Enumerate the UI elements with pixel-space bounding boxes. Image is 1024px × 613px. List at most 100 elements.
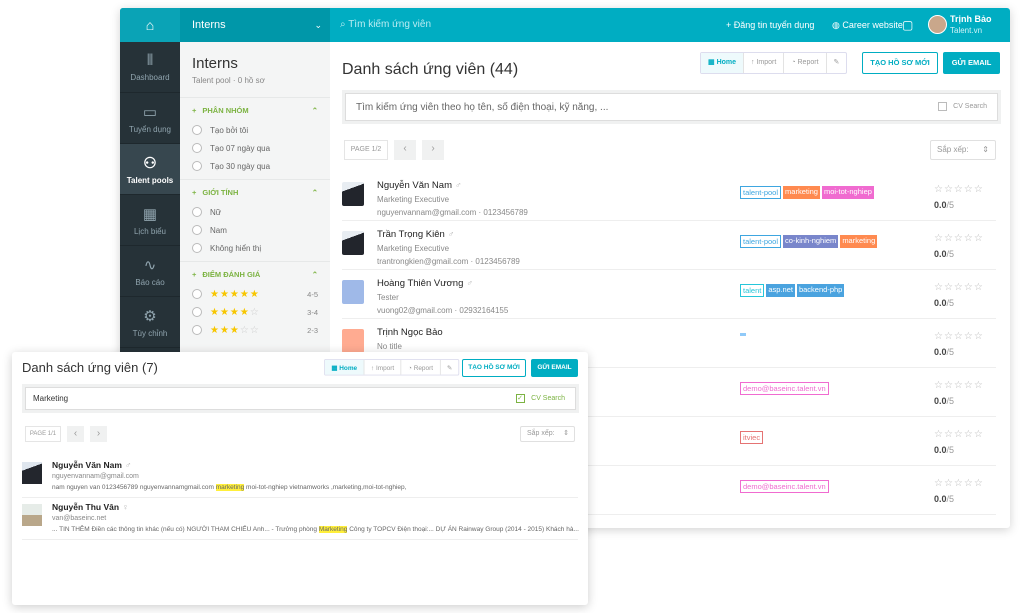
user-menu[interactable]: Trịnh Bảo Talent.vn xyxy=(950,14,992,35)
cv-search-checkbox[interactable]: ✓ CV Search xyxy=(516,394,565,403)
tag[interactable]: co-kinh-nghiem xyxy=(783,235,839,248)
radio[interactable] xyxy=(192,161,202,171)
filter-option[interactable]: Tạo 30 ngày qua xyxy=(192,157,318,175)
table-row[interactable]: demo@baseinc.talent.vn ☆☆☆☆☆ 0.0/5 xyxy=(342,466,996,515)
star-rating-icon[interactable]: ☆☆☆☆☆ xyxy=(934,478,984,489)
table-row[interactable]: headhunt☆☆☆☆☆ xyxy=(342,515,996,528)
candidate-name[interactable]: Nguyễn Thu Vân ♀ xyxy=(52,502,129,512)
tag[interactable] xyxy=(740,333,746,336)
tag[interactable]: demo@baseinc.talent.vn xyxy=(740,382,829,395)
import-button[interactable]: ↑ Import xyxy=(744,53,785,73)
post-job-link[interactable]: + Đăng tin tuyển dụng xyxy=(726,8,814,42)
tag[interactable]: talent xyxy=(740,284,765,297)
radio[interactable] xyxy=(192,325,202,335)
report-button[interactable]: ◔ Report xyxy=(402,359,441,375)
candidate-name[interactable]: Nguyễn Văn Nam ♂ xyxy=(52,460,132,470)
sidebar-item-dashboard[interactable]: ⫴ Dashboard xyxy=(120,42,180,93)
sidebar-item-talent-pools[interactable]: ⚇ Talent pools xyxy=(120,144,180,195)
sidebar-item-tuyển-dụng[interactable]: ▭ Tuyển dụng xyxy=(120,93,180,144)
table-row[interactable]: itviec ☆☆☆☆☆ 0.0/5 xyxy=(342,417,996,466)
notification-icon[interactable]: ▢ xyxy=(902,18,914,32)
candidate-search-input[interactable]: Tìm kiếm ứng viên theo họ tên, số điện t… xyxy=(345,93,998,121)
filter-section-title: GIỚI TÍNH xyxy=(202,188,239,197)
star-rating-icon[interactable]: ☆☆☆☆☆ xyxy=(934,380,984,391)
radio[interactable] xyxy=(192,243,202,253)
chevron-up-icon[interactable]: ⌃ xyxy=(311,188,318,197)
filter-section-header[interactable]: + ĐIỂM ĐÁNH GIÁ ⌃ xyxy=(192,270,318,279)
sort-select[interactable]: Sắp xếp: ⇕ xyxy=(930,140,996,160)
next-page-button[interactable]: › xyxy=(90,426,107,442)
tag[interactable]: marketing xyxy=(783,186,820,199)
candidate-name[interactable]: Trịnh Ngọc Bảo xyxy=(377,327,443,338)
radio[interactable] xyxy=(192,225,202,235)
home-view-button[interactable]: ▦ Home xyxy=(701,53,745,73)
home-button[interactable]: ⌂ xyxy=(120,8,180,42)
tag[interactable]: itviec xyxy=(740,431,764,444)
radio[interactable] xyxy=(192,289,202,299)
sidebar-item-tùy-chỉnh[interactable]: ⚙ Tùy chỉnh xyxy=(120,297,180,348)
avatar[interactable] xyxy=(928,15,947,34)
tag[interactable]: moi-tot-nghiep xyxy=(821,186,874,199)
import-button[interactable]: ↑ Import xyxy=(364,359,402,375)
table-row[interactable]: Hoàng Thiên Vương ♂ Tester vuong02@gmail.co… xyxy=(342,270,996,319)
radio[interactable] xyxy=(192,207,202,217)
chevron-up-icon[interactable]: ⌃ xyxy=(311,270,318,279)
tag[interactable]: backend-php xyxy=(796,284,845,297)
star-rating-icon[interactable]: ☆☆☆☆☆ xyxy=(934,331,984,342)
career-website-link[interactable]: ◍ Career website xyxy=(832,8,903,42)
table-row[interactable]: Trần Trọng Kiên ♂ Marketing Executive trant… xyxy=(342,221,996,270)
candidate-search-input[interactable]: Marketing ✓ CV Search xyxy=(25,387,576,410)
filter-option[interactable]: Tạo 07 ngày qua xyxy=(192,139,318,157)
filter-option[interactable]: Nam xyxy=(192,221,318,239)
send-email-button[interactable]: GỬI EMAIL xyxy=(943,52,1000,74)
star-rating-icon: ★★★★★ xyxy=(210,288,260,300)
table-row[interactable]: demo@baseinc.talent.vn ☆☆☆☆☆ 0.0/5 xyxy=(342,368,996,417)
result-row[interactable]: Nguyễn Văn Nam ♂ nguyenvannam@gmail.com nam… xyxy=(22,456,578,498)
radio[interactable] xyxy=(192,125,202,135)
filter-section-header[interactable]: + PHÂN NHÓM ⌃ xyxy=(192,106,318,115)
rating-filter-option[interactable]: ★★★★★ 4-5 xyxy=(192,285,318,303)
sidebar-item-lịch-biểu[interactable]: ▦ Lịch biểu xyxy=(120,195,180,246)
star-rating-icon[interactable]: ☆☆☆☆☆ xyxy=(934,429,984,440)
tag[interactable]: demo@baseinc.talent.vn xyxy=(740,480,829,493)
checkbox[interactable] xyxy=(938,102,948,111)
result-row[interactable]: Nguyễn Thu Vân ♀ van@baseinc.net ... TIN TH… xyxy=(22,498,579,540)
tag[interactable]: talent-pool xyxy=(740,186,782,199)
tag[interactable]: talent-pool xyxy=(740,235,782,248)
filter-option[interactable]: Tạo bởi tôi xyxy=(192,121,318,139)
candidate-name[interactable]: Trần Trọng Kiên ♂ xyxy=(377,229,455,240)
candidate-name[interactable]: Nguyễn Văn Nam ♂ xyxy=(377,180,462,191)
chevron-up-icon[interactable]: ⌃ xyxy=(311,106,318,115)
table-row[interactable]: Nguyễn Văn Nam ♂ Marketing Executive nguyen… xyxy=(342,172,996,221)
radio[interactable] xyxy=(192,143,202,153)
filter-section-header[interactable]: + GIỚI TÍNH ⌃ xyxy=(192,188,318,197)
candidate-name[interactable]: Hoàng Thiên Vương ♂ xyxy=(377,278,473,289)
edit-icon[interactable]: ✎ xyxy=(446,365,453,372)
rating-filter-option[interactable]: ★★★★☆ 3-4 xyxy=(192,303,318,321)
talent-pool-dropdown[interactable]: Interns ⌄ xyxy=(180,8,330,42)
rating-filter-option[interactable]: ★★★☆☆ 2-3 xyxy=(192,321,318,339)
create-profile-button[interactable]: TẠO HỒ SƠ MỚI xyxy=(862,52,938,74)
home-view-button[interactable]: ▦ Home xyxy=(324,359,365,375)
cv-search-checkbox[interactable]: CV Search xyxy=(938,102,987,111)
checkbox-checked[interactable]: ✓ xyxy=(516,394,526,403)
star-rating-icon[interactable]: ☆☆☆☆☆ xyxy=(934,184,984,195)
filter-option[interactable]: Nữ xyxy=(192,203,318,221)
report-button[interactable]: ◔ Report xyxy=(784,53,827,73)
filter-option[interactable]: Không hiển thị xyxy=(192,239,318,257)
next-page-button[interactable]: › xyxy=(422,140,444,160)
tag[interactable]: marketing xyxy=(840,235,878,248)
edit-icon[interactable]: ✎ xyxy=(833,59,840,66)
radio[interactable] xyxy=(192,307,202,317)
star-rating-icon[interactable]: ☆☆☆☆☆ xyxy=(934,282,984,293)
prev-page-button[interactable]: ‹ xyxy=(394,140,416,160)
send-email-button[interactable]: GỬI EMAIL xyxy=(531,359,578,377)
star-rating-icon[interactable]: ☆☆☆☆☆ xyxy=(934,527,984,528)
tag[interactable]: asp.net xyxy=(766,284,795,297)
star-rating-icon[interactable]: ☆☆☆☆☆ xyxy=(934,233,984,244)
create-profile-button[interactable]: TẠO HỒ SƠ MỚI xyxy=(462,359,526,377)
prev-page-button[interactable]: ‹ xyxy=(67,426,84,442)
global-search[interactable]: ⌕ Tìm kiếm ứng viên xyxy=(340,8,431,42)
sidebar-item-báo-cáo[interactable]: ∿ Báo cáo xyxy=(120,246,180,297)
sort-select[interactable]: Sắp xếp: ⇕ xyxy=(520,426,575,442)
